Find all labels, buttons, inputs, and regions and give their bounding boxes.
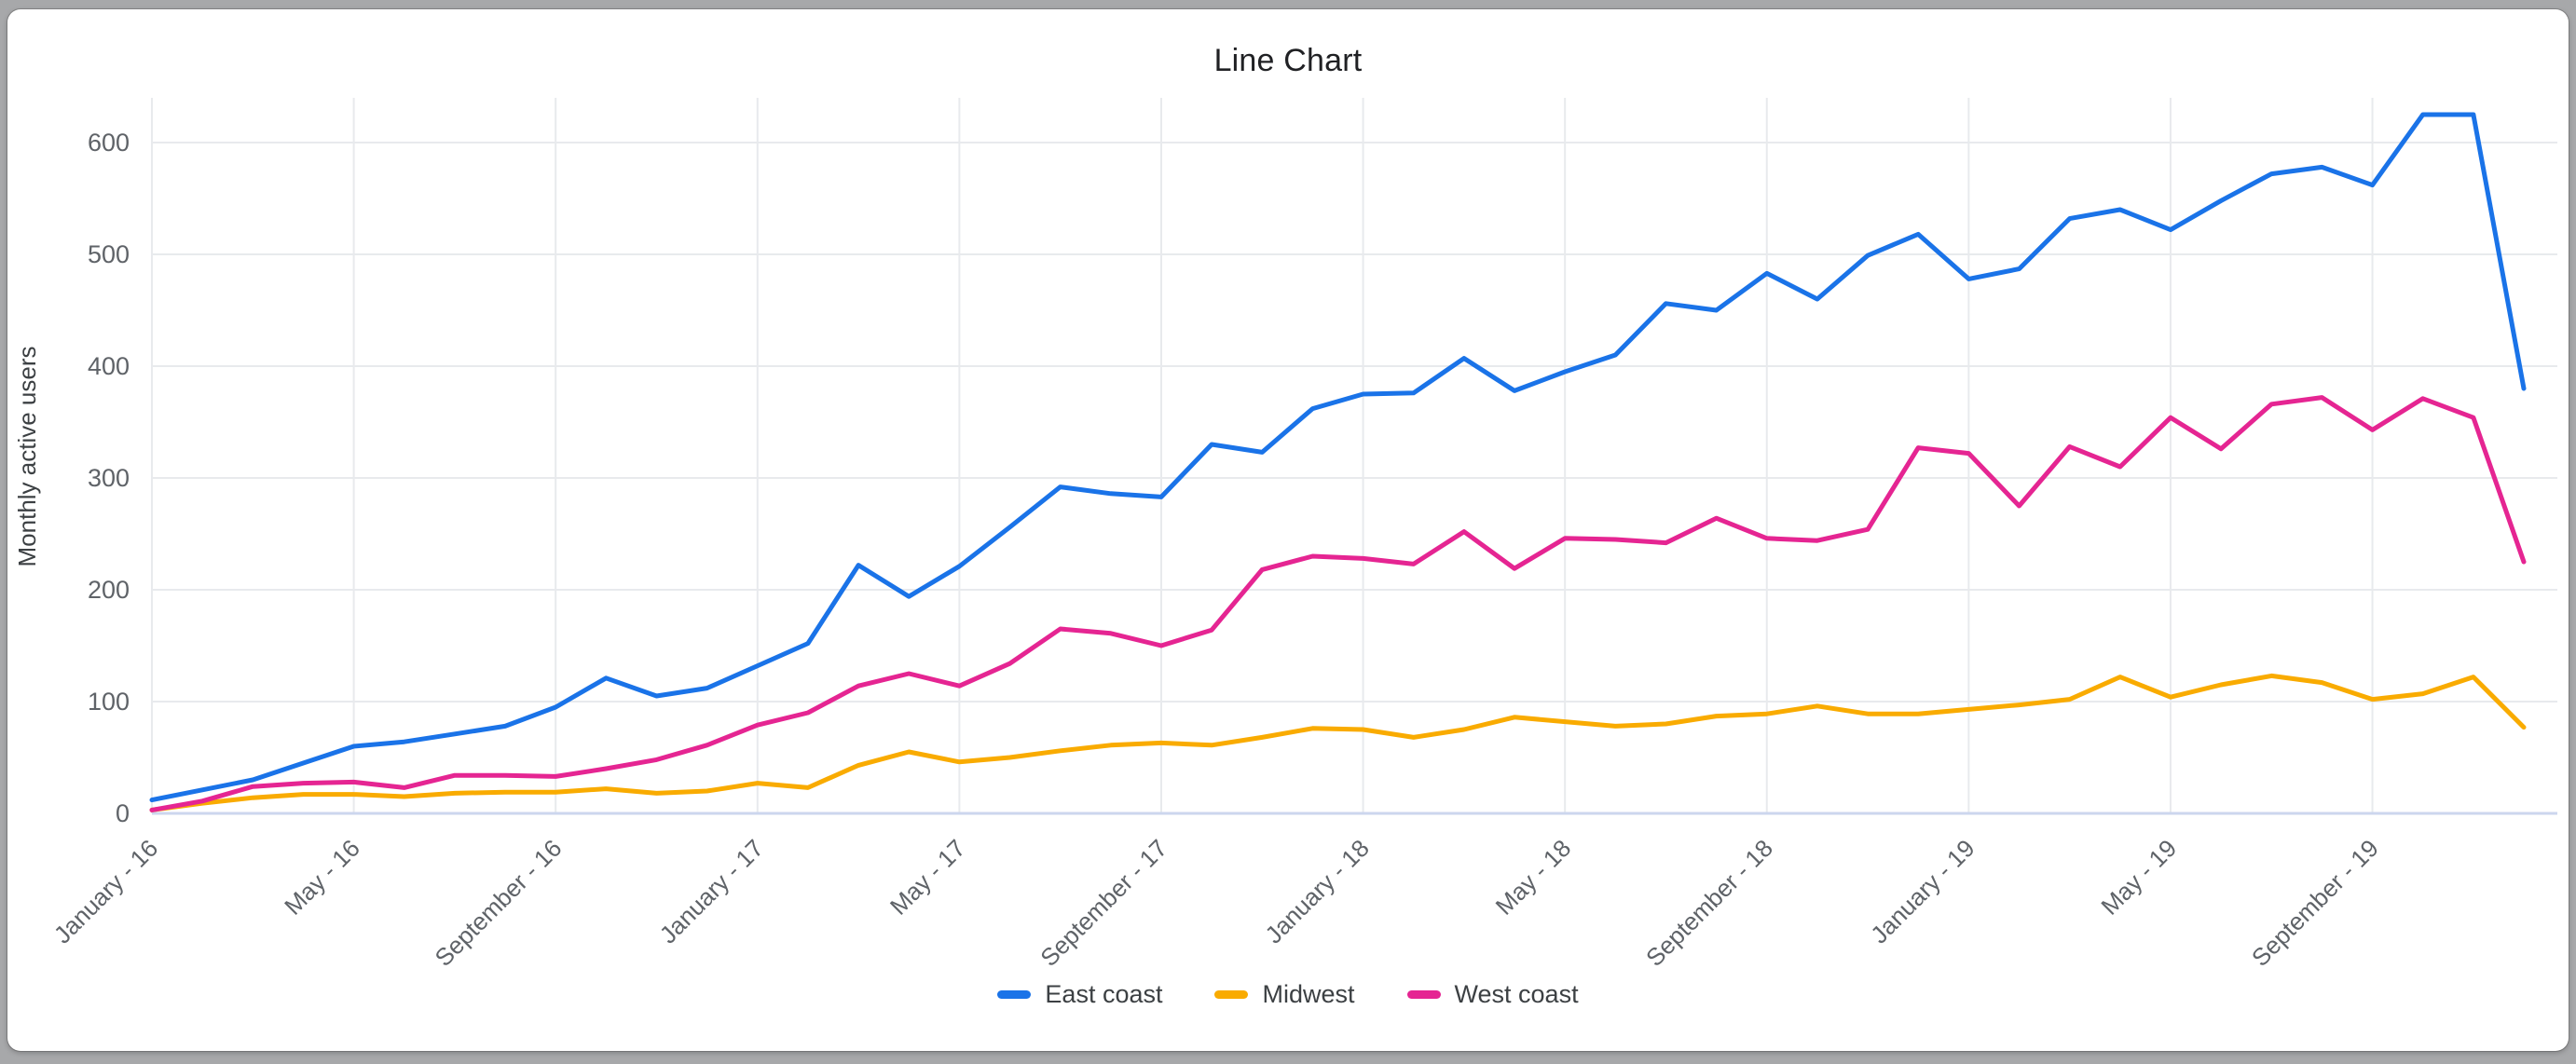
legend-label: West coast <box>1454 980 1579 1008</box>
chart-title: Line Chart <box>1213 43 1363 78</box>
legend-item-east-coast[interactable]: East coast <box>997 980 1162 1009</box>
legend-swatch <box>1214 990 1249 999</box>
x-axis-tick-label: January - 17 <box>654 834 769 948</box>
x-axis-tick-label: September - 17 <box>1035 834 1172 972</box>
x-axis-tick-label: May - 17 <box>884 834 971 921</box>
y-axis-tick-label: 300 <box>88 464 130 492</box>
y-axis-tick-label: 500 <box>88 240 130 268</box>
y-axis-tick-label: 0 <box>116 799 130 827</box>
chart-card: Line Chart 0 100 200 300 400 500 600 January - … <box>7 9 2569 1051</box>
x-axis-tick-label: January - 18 <box>1259 834 1374 948</box>
y-axis-title: Monthly active users <box>13 347 41 567</box>
x-axis-tick-label: May - 16 <box>279 834 365 921</box>
x-axis-tick-label: September - 19 <box>2246 834 2384 972</box>
y-axis-tick-label: 600 <box>88 129 130 157</box>
y-axis-tick-label: 200 <box>88 576 130 604</box>
chart-legend: East coast Midwest West coast <box>7 980 2569 1009</box>
x-axis-tick-label: January - 19 <box>1865 834 1980 948</box>
legend-swatch <box>1406 990 1441 999</box>
line-chart-surface[interactable]: 0 100 200 300 400 500 600 January - 16 May - 16 S… <box>7 9 2569 1051</box>
x-axis-tick-label: May - 18 <box>1490 834 1577 921</box>
legend-label: East coast <box>1045 980 1163 1008</box>
x-axis-tick-label: January - 16 <box>48 834 163 948</box>
series-line-west-coast[interactable] <box>149 395 2527 812</box>
x-axis-tick-label: September - 18 <box>1640 834 1778 972</box>
x-axis-tick-label: May - 19 <box>2095 834 2182 921</box>
legend-item-west-coast[interactable]: West coast <box>1406 980 1579 1009</box>
legend-item-midwest[interactable]: Midwest <box>1214 980 1355 1009</box>
y-axis-tick-label: 400 <box>88 352 130 380</box>
y-axis-tick-label: 100 <box>88 688 130 716</box>
legend-label: Midwest <box>1262 980 1355 1008</box>
series-line-east-coast[interactable] <box>149 112 2527 803</box>
x-axis-tick-label: September - 16 <box>429 834 567 972</box>
series-line-midwest[interactable] <box>149 673 2527 812</box>
legend-swatch <box>997 990 1032 999</box>
